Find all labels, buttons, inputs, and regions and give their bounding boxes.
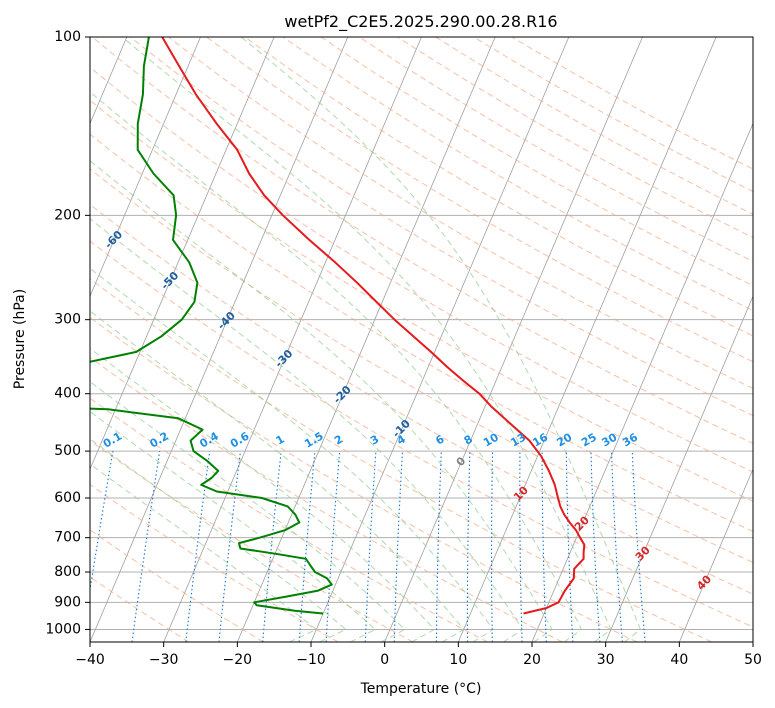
mixing-ratio-line <box>131 451 161 642</box>
x-axis-label: Temperature (°C) <box>360 681 482 697</box>
isotherm-line <box>90 37 275 471</box>
dry-adiabat-line <box>90 240 753 628</box>
isotherm-line <box>90 37 201 298</box>
isotherm-line <box>384 37 643 642</box>
isotherm-line <box>678 468 753 642</box>
series-layer <box>90 37 586 615</box>
x-tick-label: 0 <box>380 652 389 668</box>
x-tick-label: 50 <box>744 652 762 668</box>
y-tick-label: 500 <box>54 443 81 459</box>
isotherm-line <box>457 37 717 642</box>
y-axis-label: Pressure (hPa) <box>12 289 28 389</box>
isotherm-line <box>531 122 753 642</box>
x-tick-label: 30 <box>597 652 615 668</box>
dry-adiabat-line <box>90 99 753 502</box>
x-tick-label: 40 <box>670 652 688 668</box>
moist-adiabat-line <box>90 91 583 642</box>
moist-adiabat-line <box>90 438 347 642</box>
isotherm-line <box>236 37 496 642</box>
moist-adiabat-line <box>240 37 642 642</box>
dry-adiabat-line <box>206 37 753 363</box>
y-tick-label: 700 <box>54 530 81 546</box>
moist-adiabat-line <box>90 463 318 642</box>
isotherm-line <box>163 37 422 642</box>
dry-adiabat-line <box>130 37 753 417</box>
moist-adiabat-line <box>90 218 524 642</box>
dry-adiabat-line <box>90 483 339 642</box>
mixing-ratio-line <box>298 451 316 642</box>
x-tick-label: 10 <box>449 652 467 668</box>
y-tick-label: 100 <box>54 29 81 45</box>
x-tick-label: −30 <box>149 652 179 668</box>
dry-adiabat-line <box>90 203 753 595</box>
mixing-ratio-line <box>262 451 282 642</box>
grid-layer <box>90 37 753 642</box>
y-tick-label: 800 <box>54 564 81 580</box>
y-tick-label: 200 <box>54 207 81 223</box>
y-tick-label: 600 <box>54 490 81 506</box>
y-tick-label: 900 <box>54 594 81 610</box>
dry-adiabat-line <box>90 440 414 642</box>
chart-title: wetPf2_C2E5.2025.290.00.28.R16 <box>284 12 557 32</box>
moist-adiabat-line <box>121 37 612 642</box>
moist-adiabat-line <box>90 410 377 642</box>
plot-frame <box>89 36 754 643</box>
moist-adiabat-line <box>90 160 553 642</box>
isotherm-line <box>605 295 753 642</box>
isotherm-line <box>90 37 349 642</box>
dry-adiabat-line <box>90 316 638 642</box>
temperature-profile-line <box>161 37 586 615</box>
dry-adiabat-line <box>91 37 753 445</box>
mixing-ratio-line <box>185 451 211 642</box>
dry-adiabat-line <box>90 356 563 642</box>
y-tick-label: 400 <box>54 386 81 402</box>
axis-layer: −40 −30 −20 −10 0 10 20 30 40 50 100 200 300 400 500 60… <box>45 29 762 668</box>
moist-adiabat-line <box>90 267 494 642</box>
x-tick-label: −40 <box>75 652 105 668</box>
y-tick-label: 300 <box>54 312 81 328</box>
dry-adiabat-line <box>90 66 753 473</box>
mixing-ratio-line <box>631 451 646 642</box>
x-tick-label: −20 <box>223 652 253 668</box>
x-tick-label: 20 <box>523 652 541 668</box>
dry-adiabat-line <box>90 168 753 563</box>
dry-adiabat-line <box>168 37 753 389</box>
moist-adiabat-line <box>90 310 465 642</box>
x-tick-label: −10 <box>296 652 326 668</box>
dewpoint-profile-line <box>90 37 333 615</box>
y-tick-label: 1000 <box>45 621 81 637</box>
